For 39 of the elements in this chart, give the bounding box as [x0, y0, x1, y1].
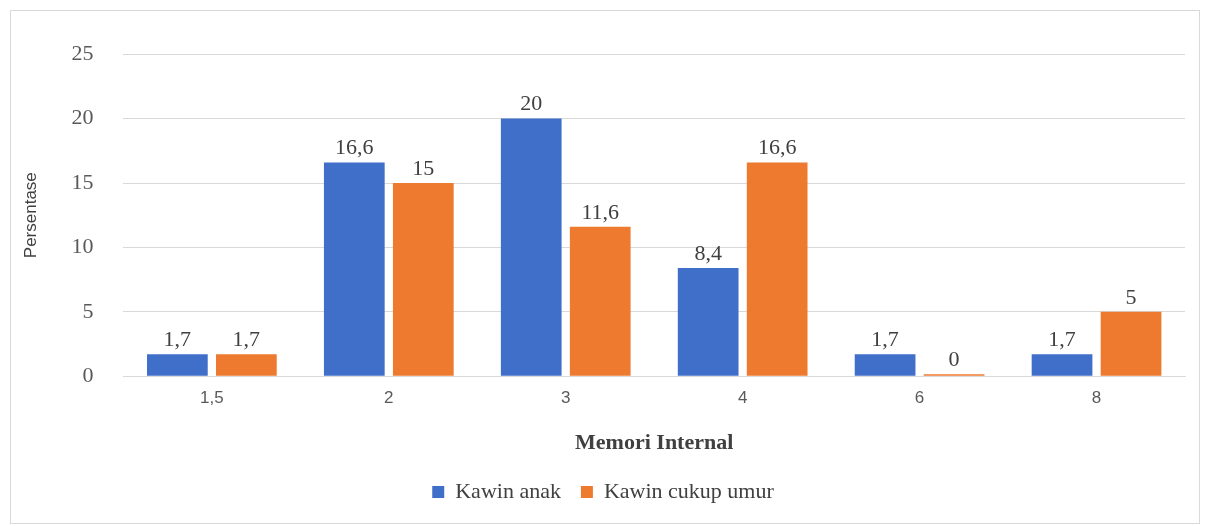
bar [323, 162, 385, 376]
y-tick-label: 15 [71, 168, 94, 194]
x-tick-label: 8 [1091, 388, 1102, 408]
x-tick-label: 3 [561, 388, 571, 408]
bar [1031, 354, 1093, 376]
x-tick-label: 2 [384, 388, 394, 408]
data-label: 15 [412, 154, 435, 180]
data-label: 1,7 [163, 326, 192, 352]
y-tick-label: 0 [82, 361, 94, 387]
data-label: 0 [948, 345, 960, 371]
bar [677, 268, 739, 376]
bar [569, 226, 631, 376]
y-tick-label: 5 [82, 297, 94, 323]
data-label: 16,6 [757, 134, 797, 160]
data-label: 5 [1125, 283, 1137, 309]
y-tick-label: 25 [71, 39, 94, 65]
bar [500, 118, 562, 376]
data-label: 1,7 [232, 326, 261, 352]
x-tick-label: 1,5 [200, 388, 224, 408]
y-tick-label: 10 [71, 233, 94, 259]
legend-label: Kawin anak [455, 477, 561, 503]
data-label: 20 [520, 90, 543, 116]
bar [854, 354, 916, 376]
bar [216, 354, 277, 376]
bar [392, 183, 454, 376]
data-label: 11,6 [581, 198, 620, 224]
data-label: 8,4 [694, 239, 722, 265]
y-tick-label: 20 [71, 104, 94, 130]
data-label: 16,6 [335, 134, 374, 160]
bar [1100, 311, 1162, 376]
x-tick-label: 4 [737, 388, 748, 408]
data-label: 1,7 [871, 326, 899, 352]
legend-label: Kawin cukup umur [603, 477, 775, 503]
data-label: 1,7 [1048, 326, 1076, 352]
x-axis-title: Memori Internal [575, 429, 734, 455]
bar [147, 354, 208, 376]
x-tick-label: 6 [914, 388, 925, 408]
y-axis-title: Persentase [20, 172, 40, 259]
bar [746, 162, 808, 376]
